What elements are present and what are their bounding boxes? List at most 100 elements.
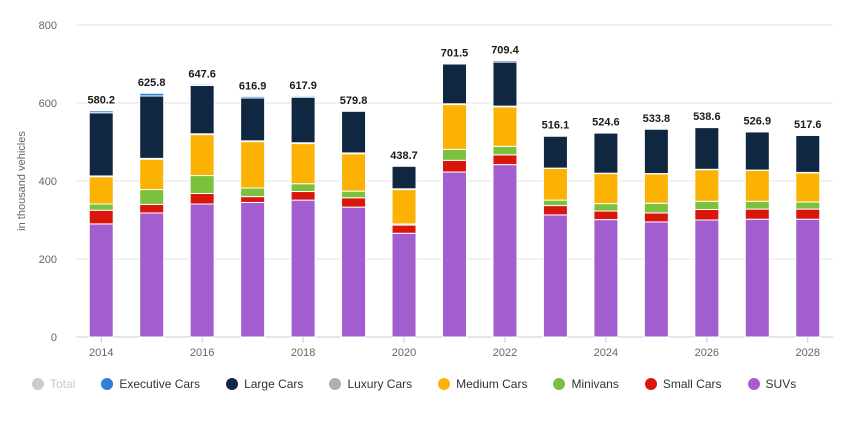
bar-executive-cars-2022[interactable] xyxy=(492,59,518,63)
bar-large-cars-2023[interactable] xyxy=(542,135,568,169)
bar-minivans-2027[interactable] xyxy=(744,200,770,210)
bar-suvs-2028[interactable] xyxy=(795,218,821,338)
bar-minivans-2021[interactable] xyxy=(442,148,467,161)
legend-label: Medium Cars xyxy=(456,377,528,391)
bar-medium-cars-2017[interactable] xyxy=(240,141,266,189)
bar-medium-cars-2025[interactable] xyxy=(643,173,669,204)
bar-medium-cars-2019[interactable] xyxy=(341,153,367,192)
bar-small-cars-2028[interactable] xyxy=(795,208,821,220)
legend-item-total[interactable]: Total xyxy=(32,377,75,391)
bar-executive-cars-2014[interactable] xyxy=(88,110,114,114)
bar-minivans-2017[interactable] xyxy=(240,187,266,198)
bar-medium-cars-2027[interactable] xyxy=(744,169,770,202)
bar-minivans-2026[interactable] xyxy=(694,200,720,210)
bar-small-cars-2024[interactable] xyxy=(593,210,619,221)
bar-small-cars-2015[interactable] xyxy=(139,203,165,214)
legend-item-luxury-cars[interactable]: Luxury Cars xyxy=(329,377,412,391)
bar-medium-cars-2018[interactable] xyxy=(290,143,316,185)
bar-small-cars-2016[interactable] xyxy=(189,192,215,205)
bar-large-cars-2022[interactable] xyxy=(492,61,518,107)
legend-item-executive-cars[interactable]: Executive Cars xyxy=(101,377,200,391)
bar-minivans-2018[interactable] xyxy=(290,183,316,193)
bar-small-cars-2019[interactable] xyxy=(341,197,367,208)
legend-item-medium-cars[interactable]: Medium Cars xyxy=(438,377,527,391)
bar-small-cars-2026[interactable] xyxy=(694,208,720,221)
bar-medium-cars-2014[interactable] xyxy=(88,176,114,205)
bar-suvs-2014[interactable] xyxy=(88,223,114,338)
bar-large-cars-2014[interactable] xyxy=(88,112,114,177)
bar-suvs-2022[interactable] xyxy=(492,164,518,338)
bar-small-cars-2021[interactable] xyxy=(442,159,467,173)
bar-medium-cars-2021[interactable] xyxy=(442,104,467,150)
bar-small-cars-2025[interactable] xyxy=(643,212,669,223)
bar-large-cars-2024[interactable] xyxy=(593,132,619,174)
bar-large-cars-2020[interactable] xyxy=(391,165,417,190)
bar-small-cars-2018[interactable] xyxy=(290,191,316,201)
bar-large-cars-2018[interactable] xyxy=(290,96,316,144)
bar-minivans-2022[interactable] xyxy=(492,145,518,156)
legend-marker-icon xyxy=(32,378,44,390)
bar-small-cars-2027[interactable] xyxy=(744,208,770,220)
total-data-label: 538.6 xyxy=(693,111,721,123)
bar-executive-cars-2021[interactable] xyxy=(442,62,467,65)
legend-label: Small Cars xyxy=(662,377,722,391)
bar-executive-cars-2016[interactable] xyxy=(189,83,215,86)
legend-item-small-cars[interactable]: Small Cars xyxy=(644,377,722,391)
bar-medium-cars-2015[interactable] xyxy=(139,158,165,191)
bar-medium-cars-2028[interactable] xyxy=(795,172,821,203)
bar-medium-cars-2022[interactable] xyxy=(492,106,518,147)
bar-large-cars-2016[interactable] xyxy=(189,84,215,135)
bar-suvs-2017[interactable] xyxy=(240,201,266,338)
bar-minivans-2019[interactable] xyxy=(341,190,367,199)
bar-suvs-2016[interactable] xyxy=(189,203,215,338)
bar-suvs-2023[interactable] xyxy=(542,214,568,338)
bar-medium-cars-2020[interactable] xyxy=(391,189,417,225)
bar-suvs-2021[interactable] xyxy=(442,171,467,338)
bar-large-cars-2025[interactable] xyxy=(643,128,669,175)
bar-executive-cars-2018[interactable] xyxy=(290,95,316,98)
bar-suvs-2015[interactable] xyxy=(139,212,165,338)
bar-medium-cars-2024[interactable] xyxy=(593,173,619,205)
bar-minivans-2023[interactable] xyxy=(542,199,568,207)
y-tick-label: 400 xyxy=(39,176,57,188)
bar-minivans-2015[interactable] xyxy=(139,189,165,205)
x-tick-label: 2018 xyxy=(291,347,315,359)
bar-minivans-2028[interactable] xyxy=(795,201,821,210)
bar-suvs-2019[interactable] xyxy=(341,206,367,338)
legend-item-minivans[interactable]: Minivans xyxy=(553,377,619,391)
legend-item-suvs[interactable]: SUVs xyxy=(747,377,796,391)
bar-suvs-2024[interactable] xyxy=(593,219,619,338)
bar-large-cars-2026[interactable] xyxy=(694,127,720,170)
bar-small-cars-2017[interactable] xyxy=(240,196,266,203)
bar-small-cars-2023[interactable] xyxy=(542,205,568,216)
bar-suvs-2026[interactable] xyxy=(694,219,720,338)
bar-large-cars-2019[interactable] xyxy=(341,110,367,154)
bar-large-cars-2028[interactable] xyxy=(795,134,821,173)
total-data-label: 517.6 xyxy=(794,119,822,131)
bar-minivans-2016[interactable] xyxy=(189,175,215,194)
bar-medium-cars-2023[interactable] xyxy=(542,168,568,201)
legend-marker-icon xyxy=(226,378,239,390)
bar-small-cars-2014[interactable] xyxy=(88,209,114,225)
bar-minivans-2024[interactable] xyxy=(593,203,619,212)
bar-executive-cars-2015[interactable] xyxy=(139,92,165,97)
bar-suvs-2027[interactable] xyxy=(744,218,770,338)
legend-item-large-cars[interactable]: Large Cars xyxy=(226,377,303,391)
bar-small-cars-2022[interactable] xyxy=(492,154,518,166)
bar-suvs-2025[interactable] xyxy=(643,221,669,338)
bar-minivans-2014[interactable] xyxy=(88,203,114,211)
bar-large-cars-2017[interactable] xyxy=(240,97,266,142)
bar-medium-cars-2016[interactable] xyxy=(189,134,215,177)
bar-minivans-2025[interactable] xyxy=(643,202,669,214)
legend-marker-icon xyxy=(747,378,760,390)
bar-large-cars-2027[interactable] xyxy=(744,131,770,171)
bar-small-cars-2020[interactable] xyxy=(391,224,417,234)
bar-suvs-2018[interactable] xyxy=(290,199,316,338)
bar-large-cars-2021[interactable] xyxy=(442,63,467,105)
bar-suvs-2020[interactable] xyxy=(391,232,417,338)
legend-marker-icon xyxy=(553,378,566,390)
bar-executive-cars-2017[interactable] xyxy=(240,95,266,99)
bar-large-cars-2015[interactable] xyxy=(139,95,165,159)
x-tick-label: 2028 xyxy=(796,347,820,359)
bar-medium-cars-2026[interactable] xyxy=(694,169,720,202)
